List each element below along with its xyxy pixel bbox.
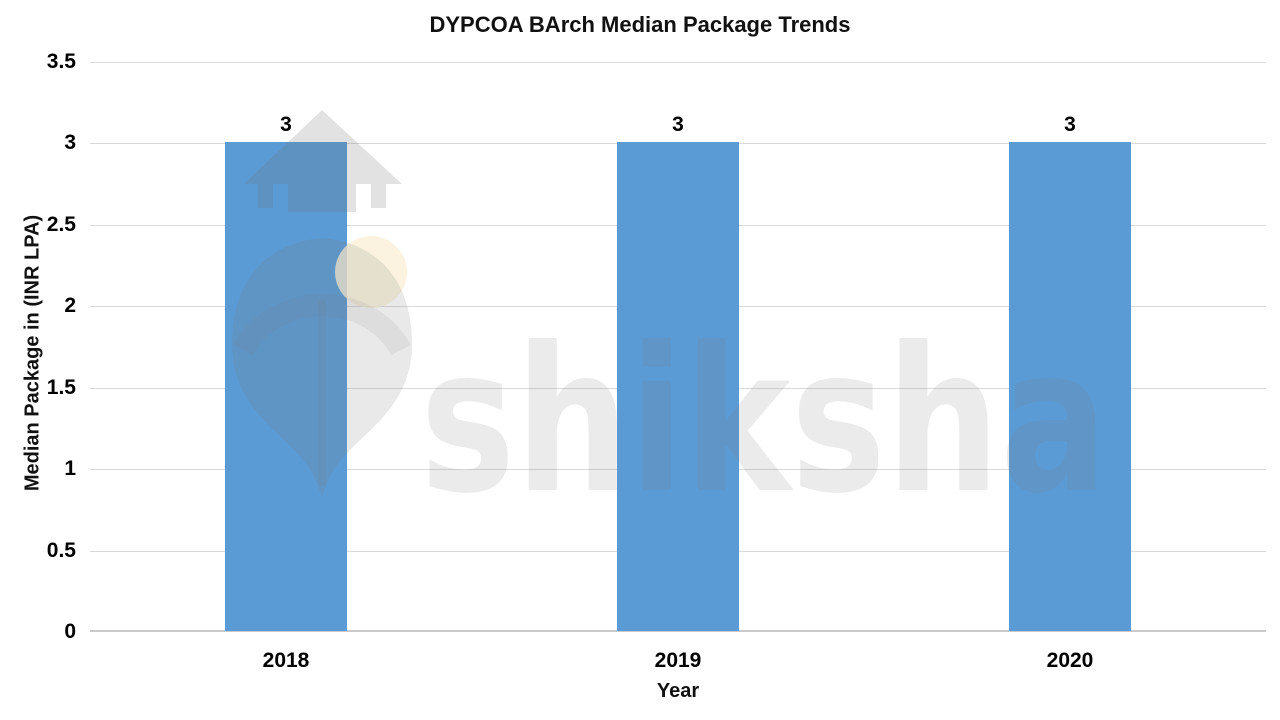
- y-tick-label: 0: [64, 620, 76, 643]
- y-tick-label: 1.5: [46, 375, 76, 399]
- bar-value-label: 3: [1064, 113, 1076, 137]
- y-tick-label: 3: [64, 131, 76, 155]
- bar-2020: [1009, 142, 1131, 631]
- x-tick-label: 2019: [654, 649, 702, 672]
- plot-area: [90, 62, 1266, 632]
- x-tick-label: 2020: [1046, 649, 1094, 672]
- bar-value-label: 3: [672, 113, 684, 137]
- y-axis-title: Median Package in (INR LPA): [21, 214, 44, 492]
- x-axis-line: [90, 630, 1266, 632]
- chart-title: DYPCOA BArch Median Package Trends: [429, 12, 851, 37]
- bar-value-label: 3: [280, 113, 292, 137]
- y-tick-label: 2: [64, 294, 76, 318]
- bar-2018: [225, 142, 347, 631]
- y-tick-label: 1: [64, 457, 76, 481]
- gridline: [90, 62, 1266, 63]
- y-tick-label: 2.5: [46, 212, 76, 236]
- bar-2019: [617, 142, 739, 631]
- x-axis-title: Year: [656, 680, 700, 702]
- x-tick-label: 2018: [262, 649, 310, 672]
- y-tick-label: 0.5: [46, 538, 76, 562]
- y-tick-label: 3.5: [46, 50, 76, 73]
